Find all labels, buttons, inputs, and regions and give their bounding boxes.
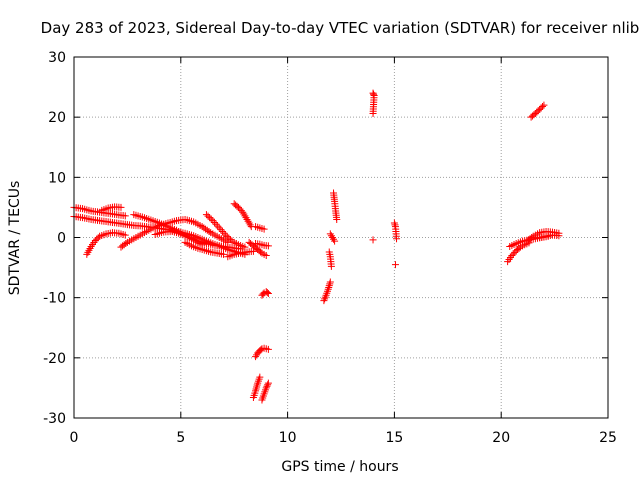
data-point [204, 212, 212, 220]
data-point [330, 235, 338, 243]
axis-ticks: 0 5 10 15 20 25 -30 -20 -10 0 10 20 30 [43, 50, 617, 446]
data-point [326, 230, 334, 238]
data-point [226, 236, 234, 244]
data-point [94, 234, 102, 242]
x-tick-label: 25 [599, 430, 617, 446]
data-point [217, 226, 225, 234]
x-axis-label: GPS time / hours [281, 459, 398, 475]
data-point [555, 232, 563, 240]
data-point [236, 205, 244, 213]
data-point [391, 221, 399, 229]
data-point [321, 295, 329, 303]
y-tick-label: 20 [48, 110, 66, 126]
data-point [508, 252, 516, 260]
data-point [240, 210, 248, 218]
data-point [369, 236, 377, 244]
data-point [326, 278, 334, 286]
data-point [257, 346, 265, 354]
data-point [320, 297, 328, 305]
data-point [121, 212, 129, 220]
data-point [202, 211, 210, 219]
data-point [260, 225, 268, 233]
data-point [393, 235, 401, 243]
data-point [121, 231, 129, 239]
data-point [369, 110, 377, 118]
x-tick-label: 5 [176, 430, 185, 446]
x-tick-label: 15 [385, 430, 403, 446]
x-tick-label: 0 [70, 430, 79, 446]
data-point [327, 262, 335, 270]
data-point [214, 222, 222, 230]
data-point [321, 293, 329, 301]
data-point [515, 244, 523, 252]
data-point [222, 231, 230, 239]
data-point [263, 289, 271, 297]
chart-title: Day 283 of 2023, Sidereal Day-to-day VTE… [41, 19, 640, 37]
data-point [117, 203, 125, 211]
data-point [256, 373, 264, 381]
data-point [538, 103, 546, 111]
data-point [223, 233, 231, 241]
data-point [264, 242, 272, 250]
data-point [528, 234, 536, 241]
data-point [245, 219, 253, 227]
data-point [264, 379, 272, 387]
data-point [205, 227, 213, 235]
data-point [225, 234, 233, 242]
y-tick-label: 30 [48, 50, 66, 66]
data-point [327, 232, 335, 240]
y-tick-label: 10 [48, 170, 66, 186]
data-point [391, 261, 399, 269]
data-point [122, 240, 130, 248]
data-point [220, 229, 228, 237]
data-point [263, 382, 271, 390]
x-tick-label: 10 [279, 430, 297, 446]
data-point [234, 203, 242, 211]
data-point [264, 381, 272, 389]
data-point [246, 221, 254, 229]
data-point [540, 101, 548, 109]
data-point [210, 218, 218, 226]
data-point [252, 353, 260, 361]
data-point [243, 215, 251, 223]
y-tick-label: -30 [43, 411, 66, 427]
data-point [325, 282, 333, 290]
data-point [325, 283, 333, 291]
grid-lines [74, 57, 608, 418]
y-tick-label: 0 [57, 231, 66, 247]
y-tick-label: -20 [43, 351, 66, 367]
data-points [70, 89, 563, 404]
data-point [220, 250, 228, 258]
data-point [264, 289, 272, 297]
data-point [241, 212, 249, 220]
data-point [390, 219, 398, 227]
x-tick-label: 20 [492, 430, 510, 446]
data-point [257, 248, 265, 256]
data-point [207, 215, 215, 223]
data-point [218, 227, 226, 235]
data-point [333, 215, 341, 223]
y-axis-label: SDTVAR / TECUs [7, 181, 23, 296]
data-point [509, 250, 517, 258]
data-point [262, 384, 270, 392]
data-point [264, 345, 272, 353]
data-point [215, 224, 223, 232]
data-point [262, 252, 270, 260]
data-point [244, 217, 252, 225]
data-point [209, 217, 217, 225]
data-point [206, 214, 214, 222]
data-point [324, 285, 332, 293]
y-tick-label: -10 [43, 291, 66, 307]
data-point [331, 237, 339, 245]
data-point [239, 208, 247, 216]
data-point [328, 234, 336, 241]
data-point [326, 280, 334, 288]
data-point [242, 214, 250, 222]
data-point [212, 220, 220, 228]
